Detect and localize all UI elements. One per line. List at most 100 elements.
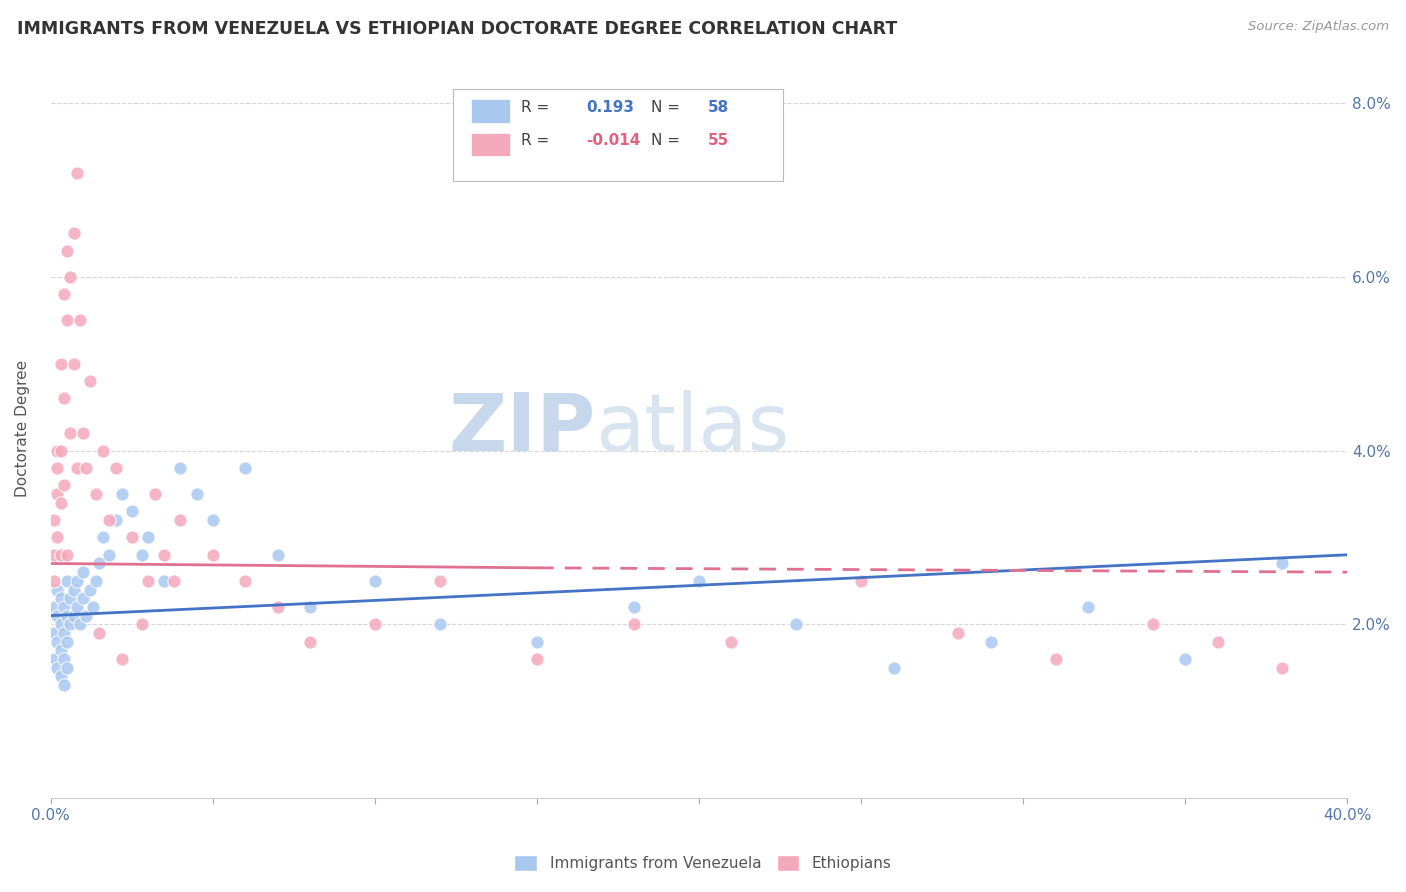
- Point: [267, 548, 290, 562]
- Point: [623, 617, 645, 632]
- Point: [111, 487, 134, 501]
- Point: [69, 617, 91, 632]
- Point: [153, 548, 176, 562]
- Point: [62, 227, 84, 241]
- Point: [56, 244, 79, 258]
- Point: [233, 461, 256, 475]
- Point: [267, 599, 290, 614]
- Point: [56, 634, 79, 648]
- Point: [62, 608, 84, 623]
- Point: [153, 574, 176, 588]
- Point: [66, 574, 89, 588]
- Point: [49, 443, 72, 458]
- Point: [79, 374, 101, 388]
- Point: [201, 513, 224, 527]
- Text: 58: 58: [709, 100, 730, 115]
- Point: [52, 478, 75, 492]
- Point: [89, 626, 111, 640]
- Point: [42, 652, 65, 666]
- Point: [59, 617, 82, 632]
- Point: [52, 678, 75, 692]
- Point: [66, 599, 89, 614]
- Point: [1045, 652, 1067, 666]
- Point: [46, 443, 69, 458]
- Point: [104, 461, 127, 475]
- Point: [69, 313, 91, 327]
- Point: [688, 574, 710, 588]
- Point: [233, 574, 256, 588]
- Point: [66, 165, 89, 179]
- Legend: Immigrants from Venezuela, Ethiopians: Immigrants from Venezuela, Ethiopians: [509, 849, 897, 877]
- Point: [131, 548, 153, 562]
- Point: [46, 634, 69, 648]
- Point: [136, 530, 159, 544]
- Point: [49, 669, 72, 683]
- Point: [163, 574, 186, 588]
- Point: [59, 591, 82, 606]
- Text: IMMIGRANTS FROM VENEZUELA VS ETHIOPIAN DOCTORATE DEGREE CORRELATION CHART: IMMIGRANTS FROM VENEZUELA VS ETHIOPIAN D…: [17, 20, 897, 37]
- Text: R =: R =: [522, 100, 554, 115]
- Point: [42, 513, 65, 527]
- Text: R =: R =: [522, 133, 554, 148]
- Point: [49, 643, 72, 657]
- Point: [46, 487, 69, 501]
- Point: [1174, 652, 1197, 666]
- Point: [76, 608, 98, 623]
- Point: [46, 461, 69, 475]
- Point: [46, 530, 69, 544]
- Point: [49, 591, 72, 606]
- Point: [883, 661, 905, 675]
- Point: [49, 548, 72, 562]
- Point: [56, 574, 79, 588]
- FancyBboxPatch shape: [471, 100, 510, 123]
- Point: [42, 626, 65, 640]
- Point: [62, 582, 84, 597]
- Point: [46, 582, 69, 597]
- FancyBboxPatch shape: [453, 89, 783, 181]
- Point: [52, 392, 75, 406]
- Point: [49, 357, 72, 371]
- Point: [429, 574, 451, 588]
- Point: [82, 599, 104, 614]
- Point: [84, 574, 107, 588]
- Point: [59, 426, 82, 441]
- Point: [623, 599, 645, 614]
- Point: [52, 652, 75, 666]
- Text: atlas: atlas: [595, 390, 790, 467]
- Point: [785, 617, 807, 632]
- Point: [136, 574, 159, 588]
- Point: [720, 634, 742, 648]
- Point: [849, 574, 872, 588]
- Point: [98, 513, 121, 527]
- Point: [46, 608, 69, 623]
- Point: [121, 504, 143, 518]
- Point: [186, 487, 208, 501]
- Point: [89, 557, 111, 571]
- Point: [56, 313, 79, 327]
- Point: [98, 548, 121, 562]
- Point: [1206, 634, 1229, 648]
- Point: [76, 461, 98, 475]
- Point: [169, 513, 191, 527]
- Point: [111, 652, 134, 666]
- Text: 0.193: 0.193: [586, 100, 634, 115]
- Point: [52, 599, 75, 614]
- Point: [62, 357, 84, 371]
- Point: [52, 626, 75, 640]
- Point: [72, 591, 94, 606]
- Point: [526, 652, 548, 666]
- Point: [46, 661, 69, 675]
- Text: 55: 55: [709, 133, 730, 148]
- Point: [1271, 661, 1294, 675]
- Point: [49, 496, 72, 510]
- Text: N =: N =: [651, 133, 681, 148]
- Point: [526, 634, 548, 648]
- Y-axis label: Doctorate Degree: Doctorate Degree: [15, 360, 30, 498]
- Point: [364, 574, 387, 588]
- Point: [143, 487, 166, 501]
- Point: [299, 599, 322, 614]
- Point: [91, 530, 114, 544]
- Text: Source: ZipAtlas.com: Source: ZipAtlas.com: [1249, 20, 1389, 33]
- Point: [104, 513, 127, 527]
- Point: [84, 487, 107, 501]
